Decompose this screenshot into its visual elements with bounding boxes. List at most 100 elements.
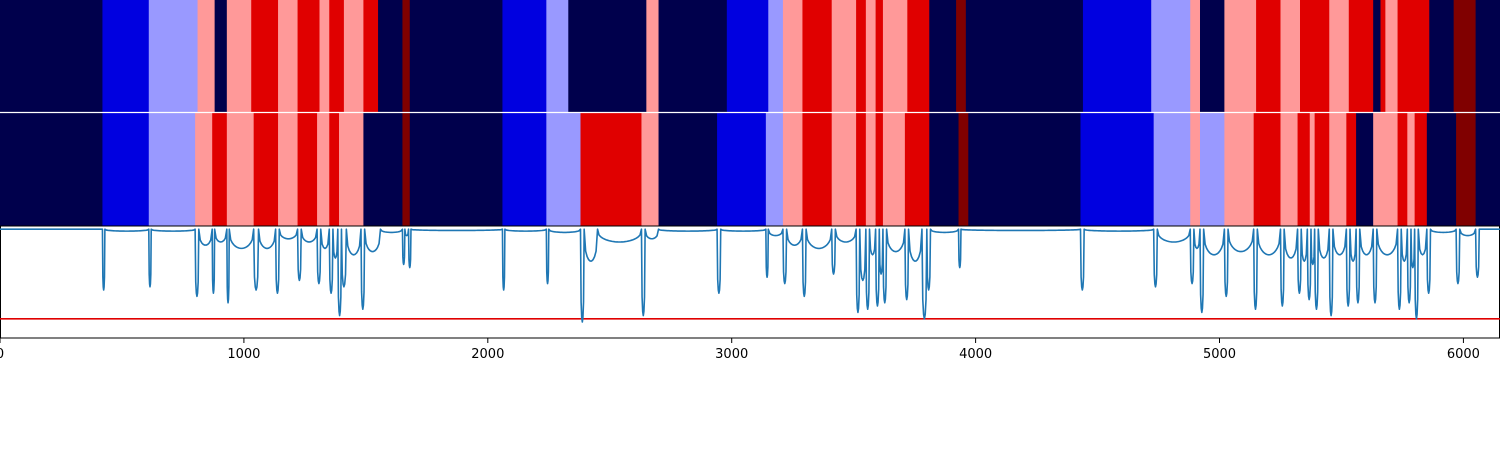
heatmap-cell [253,113,279,226]
heatmap-cell [1190,113,1201,226]
heatmap-cell [1429,0,1455,113]
heatmap-cell [1280,0,1301,113]
heatmap-cell [319,0,330,113]
heatmap-cell [0,113,104,226]
heatmap-cell [658,0,728,113]
heatmap-cell [1329,0,1350,113]
x-tick-label: 3000 [715,347,748,362]
heatmap-cell [1407,113,1416,226]
heatmap-cell [765,113,784,226]
heatmap-cell [1414,113,1428,226]
heatmap-cell [1426,113,1457,226]
heatmap-cell [363,113,404,226]
line-plot-frame [0,225,1500,339]
heatmap-cell [782,113,804,226]
heatmap-cell [1380,0,1386,113]
heatmap-cell [856,0,867,113]
heatmap-cell [956,0,967,113]
heatmap-cell [197,0,216,113]
heatmap-cell [102,113,150,226]
heatmap-cell [929,0,957,113]
heatmap-cell [717,113,767,226]
heatmap-cell [378,0,404,113]
heatmap-cell [831,113,857,226]
heatmap-cell [1082,0,1152,113]
heatmap-cell [1080,113,1155,226]
heatmap-cell [402,0,411,113]
heatmap-cell [1151,0,1191,113]
x-tick-label: 4000 [959,347,992,362]
x-tick-label: 1000 [227,347,260,362]
heatmap-cell [546,113,582,226]
heatmap-cell [363,0,379,113]
heatmap-cell [409,0,504,113]
x-tick-label: 0 [0,347,4,362]
heatmap-cell [1329,113,1347,226]
heatmap-cell [502,0,547,113]
heatmap-cell [546,0,569,113]
heatmap-cell [1300,0,1330,113]
heatmap-cell [102,0,150,113]
heatmap-cell [148,113,196,226]
heatmap-cell [1280,113,1299,226]
heatmap-cell [1348,0,1374,113]
x-tick-label: 5000 [1203,347,1236,362]
heatmap-cell [882,0,908,113]
heatmap-cell [409,113,504,226]
heatmap-cell [1224,0,1257,113]
heatmap-cell [1153,113,1191,226]
heatmap-cell [1346,113,1357,226]
heatmap-cell [856,113,867,226]
heatmap-cell [1190,0,1201,113]
heatmap [0,0,1500,226]
heatmap-cell [1373,113,1399,226]
heatmap-cell [1256,0,1282,113]
line-plot [0,225,1500,339]
heatmap-cell [1397,0,1430,113]
heatmap-cell [882,113,906,226]
heatmap-cell [1200,113,1225,226]
heatmap-cell [402,113,411,226]
heatmap-cell [1475,0,1500,113]
heatmap-cell [226,0,252,113]
heatmap-cell [646,0,660,113]
heatmap-cell [0,0,104,113]
heatmap-cell [782,0,804,113]
heatmap-cell [968,113,1082,226]
heatmap-cell [226,113,255,226]
heatmap-cell [317,113,330,226]
heatmap-cell [1314,113,1330,226]
heatmap-cell [297,0,321,113]
heatmap-cell [831,0,857,113]
heatmap-cell [802,0,833,113]
heatmap-cell [1456,113,1477,226]
heatmap-cell [965,0,1084,113]
heatmap-cell [865,113,877,226]
heatmap-cell [929,113,960,226]
heatmap-cell [297,113,318,226]
heatmap-cell [726,0,769,113]
heatmap-cell [251,0,279,113]
heatmap-cell [1397,113,1408,226]
heatmap-cell [214,0,228,113]
heatmap-cell [641,113,660,226]
heatmap-cell [1453,0,1477,113]
heatmap-cell [148,0,199,113]
heatmap-cell [343,0,365,113]
heatmap-cell [1356,113,1374,226]
heatmap-cell [768,0,784,113]
heatmap-cell [1475,113,1500,226]
series-line [0,228,1500,323]
heatmap-cell [502,113,547,226]
heatmap-cell [907,0,930,113]
x-axis: 0 1000 2000 3000 4000 5000 6000 [0,338,1480,362]
heatmap-cell [339,113,365,226]
heatmap-cell [1373,0,1382,113]
heatmap-cell [1385,0,1399,113]
heatmap-cell [875,0,884,113]
heatmap-cell [278,113,299,226]
heatmap-cell [1309,113,1316,226]
heatmap-cell [904,113,930,226]
heatmap-cell [1253,113,1282,226]
